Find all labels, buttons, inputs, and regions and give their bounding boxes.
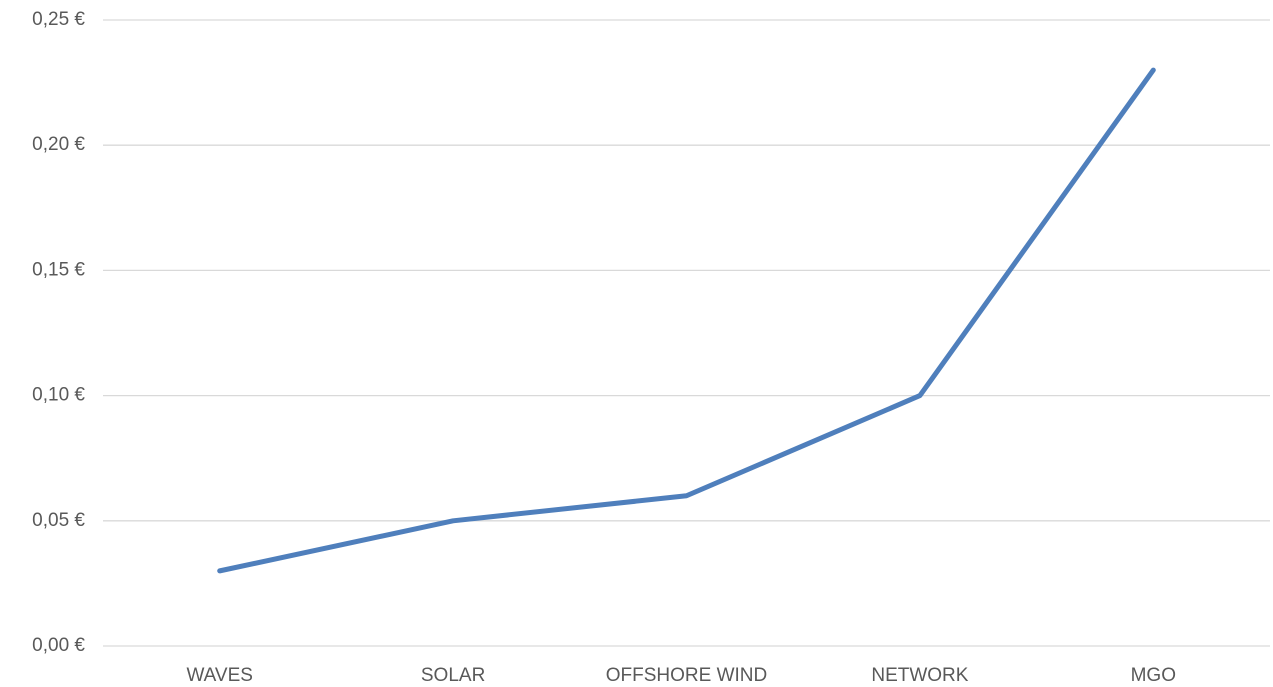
line-series <box>217 67 1156 574</box>
y-tick-label: 0,05 € <box>32 510 85 531</box>
y-tick-label: 0,15 € <box>32 259 85 280</box>
y-tick-label: 0,00 € <box>32 635 85 656</box>
y-tick-label: 0,25 € <box>32 9 85 30</box>
x-tick-label: NETWORK <box>871 665 968 686</box>
x-tick-label: MGO <box>1131 665 1176 686</box>
x-tick-label: OFFSHORE WIND <box>606 665 768 686</box>
x-tick-label: SOLAR <box>421 665 485 686</box>
y-tick-label: 0,20 € <box>32 134 85 155</box>
x-tick-label: WAVES <box>186 665 253 686</box>
y-tick-label: 0,10 € <box>32 385 85 406</box>
